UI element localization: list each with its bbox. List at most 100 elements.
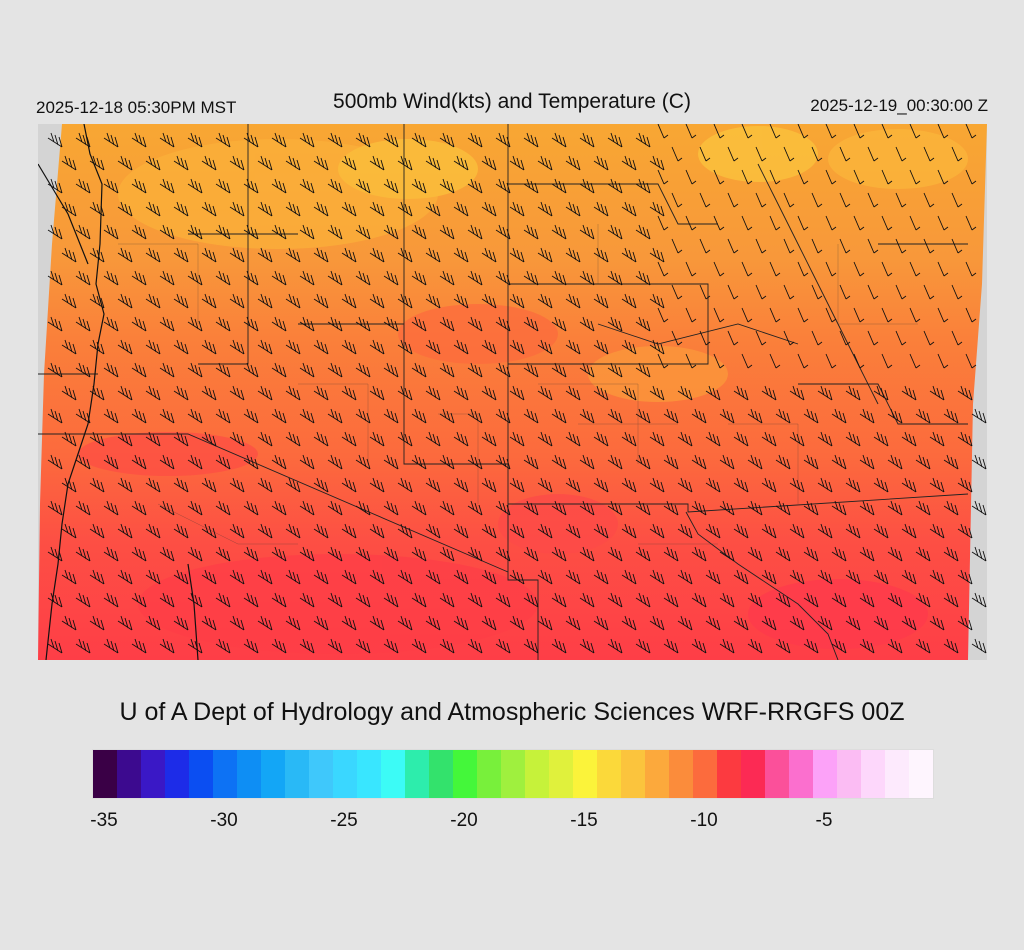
wind-barb: [271, 638, 287, 654]
wind-barb: [439, 224, 455, 240]
wind-barb: [537, 155, 553, 171]
wind-barb: [705, 431, 721, 447]
wind-barb: [229, 155, 245, 171]
wind-barb: [719, 638, 735, 654]
wind-barb: [699, 238, 711, 254]
wind-barb: [509, 201, 525, 217]
wind-barb: [117, 155, 133, 171]
colorbar-swatch: [357, 750, 381, 798]
wind-barb: [909, 307, 921, 323]
wind-barb: [593, 247, 609, 263]
wind-barb: [215, 546, 231, 562]
colorbar-swatch: [813, 750, 837, 798]
wind-barb: [327, 638, 343, 654]
wind-barb: [551, 270, 567, 286]
wind-barb: [825, 307, 837, 323]
wind-barb: [61, 615, 77, 631]
wind-barb: [117, 293, 133, 309]
wind-barb: [957, 615, 973, 631]
wind-barb: [895, 330, 907, 346]
wind-barb: [313, 385, 329, 401]
wind-barb: [607, 454, 623, 470]
wind-barb: [663, 408, 679, 424]
wind-barb: [551, 316, 567, 332]
wind-barb: [355, 270, 371, 286]
wind-barb: [887, 454, 903, 470]
wind-barb: [649, 201, 665, 217]
wind-barb: [89, 431, 105, 447]
wind-barb: [467, 178, 483, 194]
wind-barb: [411, 224, 427, 240]
wind-barb: [495, 592, 511, 608]
wind-barb: [299, 638, 315, 654]
wind-barb: [103, 638, 119, 654]
wind-barb: [621, 247, 637, 263]
wind-barb: [783, 146, 795, 162]
wind-barb: [971, 592, 987, 608]
wind-barb: [61, 201, 77, 217]
wind-barb: [467, 132, 483, 148]
wind-barb: [509, 477, 525, 493]
wind-barb: [467, 500, 483, 516]
wind-barb: [845, 523, 861, 539]
wind-barb: [915, 638, 931, 654]
wind-barb: [103, 362, 119, 378]
wind-barb: [355, 316, 371, 332]
wind-barb: [537, 293, 553, 309]
wind-barb: [103, 454, 119, 470]
wind-barb: [825, 261, 837, 277]
wind-barb: [103, 270, 119, 286]
wind-barb: [537, 201, 553, 217]
wind-barb: [495, 408, 511, 424]
wind-barb: [761, 385, 777, 401]
colorbar-swatch: [381, 750, 405, 798]
wind-barb: [439, 132, 455, 148]
colorbar-swatch: [789, 750, 813, 798]
wind-barb: [937, 261, 949, 277]
wind-barb: [741, 215, 753, 231]
wind-barb: [593, 293, 609, 309]
wind-barb: [299, 592, 315, 608]
wind-barb: [705, 523, 721, 539]
wind-barb: [47, 592, 63, 608]
wind-barb: [285, 477, 301, 493]
wind-barb: [579, 362, 595, 378]
wind-barb: [369, 477, 385, 493]
wind-barb: [341, 247, 357, 263]
wind-barb: [845, 385, 861, 401]
wind-barb: [565, 385, 581, 401]
wind-barb: [509, 569, 525, 585]
wind-barb: [719, 592, 735, 608]
wind-barb: [713, 353, 725, 369]
wind-barb: [75, 638, 91, 654]
wind-barb: [215, 224, 231, 240]
wind-barb: [229, 201, 245, 217]
wind-barb: [411, 362, 427, 378]
wind-barb: [271, 270, 287, 286]
wind-barb: [523, 362, 539, 378]
wind-barb: [733, 385, 749, 401]
wind-barb: [229, 523, 245, 539]
wind-barb: [187, 132, 203, 148]
wind-barb: [397, 201, 413, 217]
wind-barb: [369, 431, 385, 447]
wind-barb: [565, 247, 581, 263]
wind-barb: [551, 132, 567, 148]
wind-barb: [657, 215, 669, 231]
wind-barb: [755, 146, 767, 162]
wind-barb: [271, 500, 287, 516]
wind-barb: [579, 132, 595, 148]
wind-barb: [657, 307, 669, 323]
wind-barb: [355, 178, 371, 194]
wind-barb: [719, 408, 735, 424]
colorbar-swatch: [189, 750, 213, 798]
wind-barb: [887, 546, 903, 562]
wind-barb: [649, 293, 665, 309]
wind-barb: [817, 431, 833, 447]
wind-barb: [579, 224, 595, 240]
wind-barb: [481, 431, 497, 447]
wind-barb: [691, 454, 707, 470]
wind-barb: [649, 615, 665, 631]
wind-barb: [853, 261, 865, 277]
wind-barb: [873, 615, 889, 631]
